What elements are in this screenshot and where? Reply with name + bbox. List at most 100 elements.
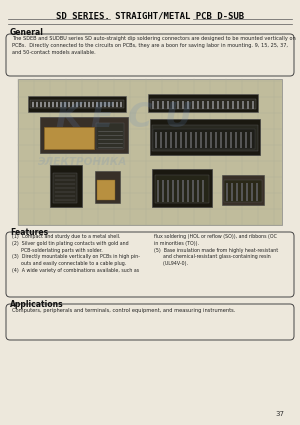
- Bar: [112, 102, 114, 107]
- Bar: [192, 180, 194, 202]
- Bar: [152, 169, 212, 207]
- Bar: [170, 132, 172, 148]
- Bar: [162, 180, 164, 202]
- Bar: [224, 180, 262, 202]
- Bar: [180, 132, 182, 148]
- Text: Applications: Applications: [10, 300, 64, 309]
- Bar: [172, 180, 174, 202]
- Text: (1)  Compact and sturdy due to a metal shell.
(2)  Silver gold tin plating conta: (1) Compact and sturdy due to a metal sh…: [12, 234, 140, 273]
- Bar: [230, 132, 232, 148]
- Text: ЭЛЕКТРОНИКА: ЭЛЕКТРОНИКА: [38, 157, 127, 167]
- Bar: [197, 101, 199, 109]
- Bar: [237, 101, 239, 109]
- Text: K: K: [55, 101, 81, 134]
- Bar: [152, 101, 154, 109]
- Bar: [76, 102, 78, 107]
- Bar: [202, 180, 204, 202]
- Bar: [72, 102, 74, 107]
- Bar: [235, 132, 237, 148]
- Bar: [241, 183, 243, 201]
- Bar: [40, 117, 128, 153]
- Bar: [162, 101, 164, 109]
- Bar: [177, 180, 179, 202]
- Bar: [212, 101, 214, 109]
- Bar: [240, 132, 242, 148]
- Bar: [68, 102, 70, 107]
- Bar: [120, 102, 122, 107]
- Text: The SDEB and SUDBU series SD auto-straight dip soldering connectors are designed: The SDEB and SUDBU series SD auto-straig…: [12, 36, 296, 55]
- Bar: [160, 132, 162, 148]
- FancyBboxPatch shape: [6, 232, 294, 297]
- Bar: [192, 101, 194, 109]
- Bar: [172, 101, 174, 109]
- Bar: [167, 180, 169, 202]
- Bar: [222, 175, 264, 205]
- Bar: [242, 101, 244, 109]
- Bar: [231, 183, 233, 201]
- Text: 37: 37: [275, 411, 284, 417]
- Bar: [44, 127, 94, 149]
- Bar: [150, 99, 256, 109]
- Bar: [177, 101, 179, 109]
- FancyBboxPatch shape: [6, 304, 294, 340]
- Bar: [222, 101, 224, 109]
- Bar: [56, 102, 58, 107]
- Bar: [210, 132, 212, 148]
- Bar: [187, 101, 189, 109]
- Bar: [225, 132, 227, 148]
- Bar: [60, 102, 62, 107]
- Bar: [217, 101, 219, 109]
- Bar: [256, 183, 258, 201]
- Text: Computers, peripherals and terminals, control equipment, and measuring instrumen: Computers, peripherals and terminals, co…: [12, 308, 236, 313]
- Bar: [165, 132, 167, 148]
- Bar: [53, 173, 77, 203]
- Bar: [48, 102, 50, 107]
- Bar: [245, 132, 247, 148]
- Bar: [148, 94, 258, 112]
- Bar: [30, 100, 124, 108]
- Bar: [215, 132, 217, 148]
- Bar: [95, 171, 120, 203]
- Bar: [50, 165, 82, 207]
- Text: E: E: [90, 101, 113, 134]
- Bar: [92, 102, 94, 107]
- Bar: [100, 102, 102, 107]
- Bar: [185, 132, 187, 148]
- Bar: [84, 102, 86, 107]
- Bar: [226, 183, 228, 201]
- Bar: [18, 79, 282, 225]
- Text: C: C: [128, 101, 152, 134]
- Bar: [197, 180, 199, 202]
- Bar: [40, 102, 42, 107]
- Bar: [200, 132, 202, 148]
- Bar: [157, 180, 159, 202]
- Bar: [207, 101, 209, 109]
- Bar: [108, 102, 110, 107]
- Bar: [227, 101, 229, 109]
- Bar: [167, 101, 169, 109]
- Bar: [187, 180, 189, 202]
- Text: Features: Features: [10, 228, 48, 237]
- Bar: [152, 125, 258, 151]
- Bar: [97, 180, 115, 200]
- Bar: [150, 119, 260, 155]
- Bar: [250, 132, 252, 148]
- Text: SD SERIES. STRAIGHT/METAL PCB D-SUB: SD SERIES. STRAIGHT/METAL PCB D-SUB: [56, 11, 244, 20]
- Bar: [153, 129, 255, 149]
- Bar: [28, 96, 126, 112]
- Bar: [252, 101, 254, 109]
- Bar: [220, 132, 222, 148]
- Bar: [202, 101, 204, 109]
- Bar: [64, 102, 66, 107]
- FancyBboxPatch shape: [6, 34, 294, 76]
- Bar: [96, 123, 124, 149]
- Bar: [44, 102, 46, 107]
- Bar: [80, 102, 82, 107]
- Bar: [175, 132, 177, 148]
- Bar: [190, 132, 192, 148]
- Text: flux soldering (HOL or reflow (SO)), and ribbons (OC
in minorities (TO)).
(5)  B: flux soldering (HOL or reflow (SO)), and…: [154, 234, 278, 266]
- Bar: [88, 102, 90, 107]
- Bar: [155, 132, 157, 148]
- Bar: [157, 101, 159, 109]
- Bar: [232, 101, 234, 109]
